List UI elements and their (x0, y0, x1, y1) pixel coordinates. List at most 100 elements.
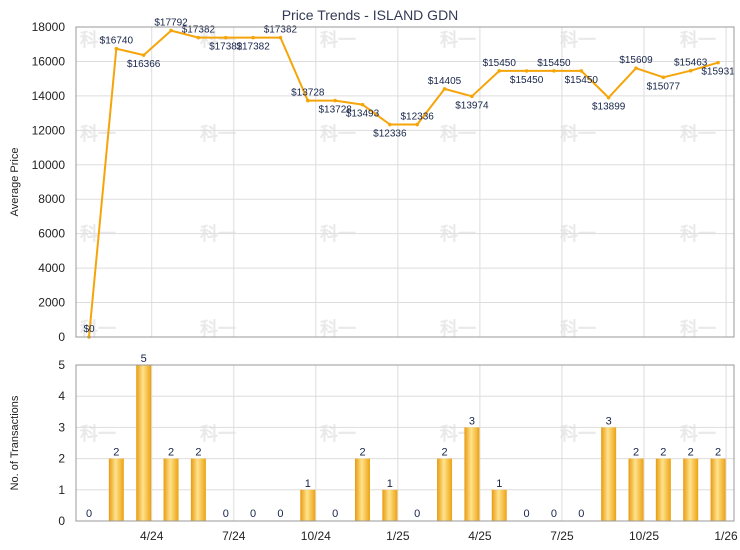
transactions-bar-label: 1 (496, 478, 502, 490)
price-data-label: $13728 (318, 105, 352, 116)
transactions-bar (108, 458, 124, 521)
chart-title: Price Trends - ISLAND GDN (282, 7, 459, 23)
price-data-label: $16740 (100, 36, 134, 47)
watermark-text: 科一 (440, 123, 476, 144)
watermark-text: 科一 (560, 123, 596, 144)
transactions-bar-label: 0 (277, 508, 283, 520)
price-point (606, 95, 611, 100)
price-data-label: $15463 (674, 58, 708, 69)
transactions-bar-label: 2 (359, 447, 365, 459)
watermark-text: 科一 (320, 318, 356, 339)
price-point (251, 35, 255, 40)
price-point (223, 35, 228, 40)
price-data-label: $15450 (510, 75, 544, 86)
transactions-bar (710, 458, 726, 521)
transactions-bar-label: 3 (469, 415, 475, 427)
price-data-label: $15931 (701, 67, 735, 78)
transactions-bars: 0 2 5 2 2 0 0 0 1 0 2 1 0 2 3 1 0 0 0 3 2 2 2 2 (86, 353, 726, 521)
price-point (114, 46, 119, 51)
transactions-bar-label: 2 (195, 447, 201, 459)
price-point (415, 122, 420, 127)
price-line-series: $0$16740$16366$17792$17382$17382$17382$1… (83, 18, 735, 339)
transactions-y-axis: 0 1 2 3 4 5 (58, 358, 65, 528)
transactions-bar-label: 2 (633, 447, 639, 459)
transactions-y-axis-title: No. of Transactions (9, 395, 21, 490)
watermark-text: 科一 (80, 123, 116, 144)
price-point (333, 98, 337, 103)
watermark-text: 科一 (80, 29, 116, 50)
transactions-bar (190, 458, 206, 521)
price-tick-label: 10000 (32, 158, 66, 172)
price-plot-frame (75, 26, 735, 338)
x-tick-label: 4/25 (468, 529, 492, 543)
x-tick-label: 10/24 (301, 529, 331, 543)
watermark-text: 科一 (560, 423, 596, 444)
price-point (278, 35, 283, 40)
price-tick-label: 6000 (38, 227, 65, 241)
price-point (524, 69, 529, 73)
watermark-text: 科一 (680, 29, 716, 50)
transactions-bar-label: 0 (414, 508, 420, 520)
watermark-text: 科一 (680, 318, 716, 339)
price-point (141, 53, 146, 57)
price-data-label: $17382 (236, 42, 270, 53)
price-point (716, 60, 720, 65)
price-data-label: $16366 (127, 59, 161, 70)
price-data-label: $15450 (537, 58, 571, 69)
transactions-bar-label: 2 (441, 447, 447, 459)
price-tick-label: 2000 (38, 296, 65, 310)
price-tick-label: 0 (58, 330, 65, 344)
watermark-text: 科一 (560, 29, 596, 50)
x-tick-label: 1/26 (714, 529, 738, 543)
watermark-text: 科一 (320, 123, 356, 144)
transactions-bar-label: 0 (250, 508, 256, 520)
price-point (306, 98, 310, 103)
transactions-bar-label: 2 (168, 447, 174, 459)
x-tick-label: 7/25 (550, 529, 574, 543)
transactions-bar-label: 0 (578, 508, 584, 520)
transactions-bar (683, 458, 699, 521)
watermark-text: 科一 (560, 318, 596, 339)
price-point (634, 66, 638, 70)
x-axis: 4/24 7/24 10/24 1/25 4/25 7/25 10/25 1/26 (140, 529, 738, 543)
price-tick-label: 4000 (38, 261, 65, 275)
transactions-bar-label: 0 (223, 508, 229, 520)
price-line (88, 29, 719, 338)
price-point (169, 28, 173, 33)
transactions-bar (491, 489, 507, 521)
transactions-tick-label: 3 (58, 420, 65, 434)
transactions-tick-label: 5 (58, 358, 65, 372)
x-tick-label: 1/25 (386, 529, 410, 543)
transactions-tick-label: 2 (58, 452, 65, 466)
watermark-text: 科一 (80, 423, 116, 444)
transactions-bar-label: 0 (86, 508, 92, 520)
price-data-label: $15450 (565, 75, 599, 86)
transactions-bar (437, 458, 453, 521)
transactions-bar-label: 5 (141, 353, 147, 365)
price-point (196, 35, 201, 40)
price-point (360, 102, 365, 107)
price-data-label: $17382 (182, 25, 216, 36)
price-data-label: $13899 (592, 102, 626, 113)
watermark-text: 科一 (200, 29, 236, 50)
price-grid (76, 26, 734, 338)
price-data-label: $17382 (264, 25, 298, 36)
price-point (661, 75, 666, 80)
price-point (388, 122, 392, 127)
price-data-label: $14405 (428, 76, 462, 87)
watermark-text: 科一 (200, 123, 236, 144)
transactions-bar (382, 489, 398, 521)
plot-frames (75, 26, 735, 522)
transactions-tick-label: 0 (58, 514, 65, 528)
price-data-label: $12336 (401, 112, 435, 123)
price-tick-label: 12000 (32, 123, 66, 137)
watermark-text: 科一 (200, 318, 236, 339)
transactions-bar-label: 2 (113, 447, 119, 459)
price-point (688, 68, 693, 73)
x-tick-label: 4/24 (140, 529, 164, 543)
transactions-bar-label: 2 (660, 447, 666, 459)
transactions-bar (655, 458, 671, 521)
price-tick-label: 8000 (38, 192, 65, 206)
